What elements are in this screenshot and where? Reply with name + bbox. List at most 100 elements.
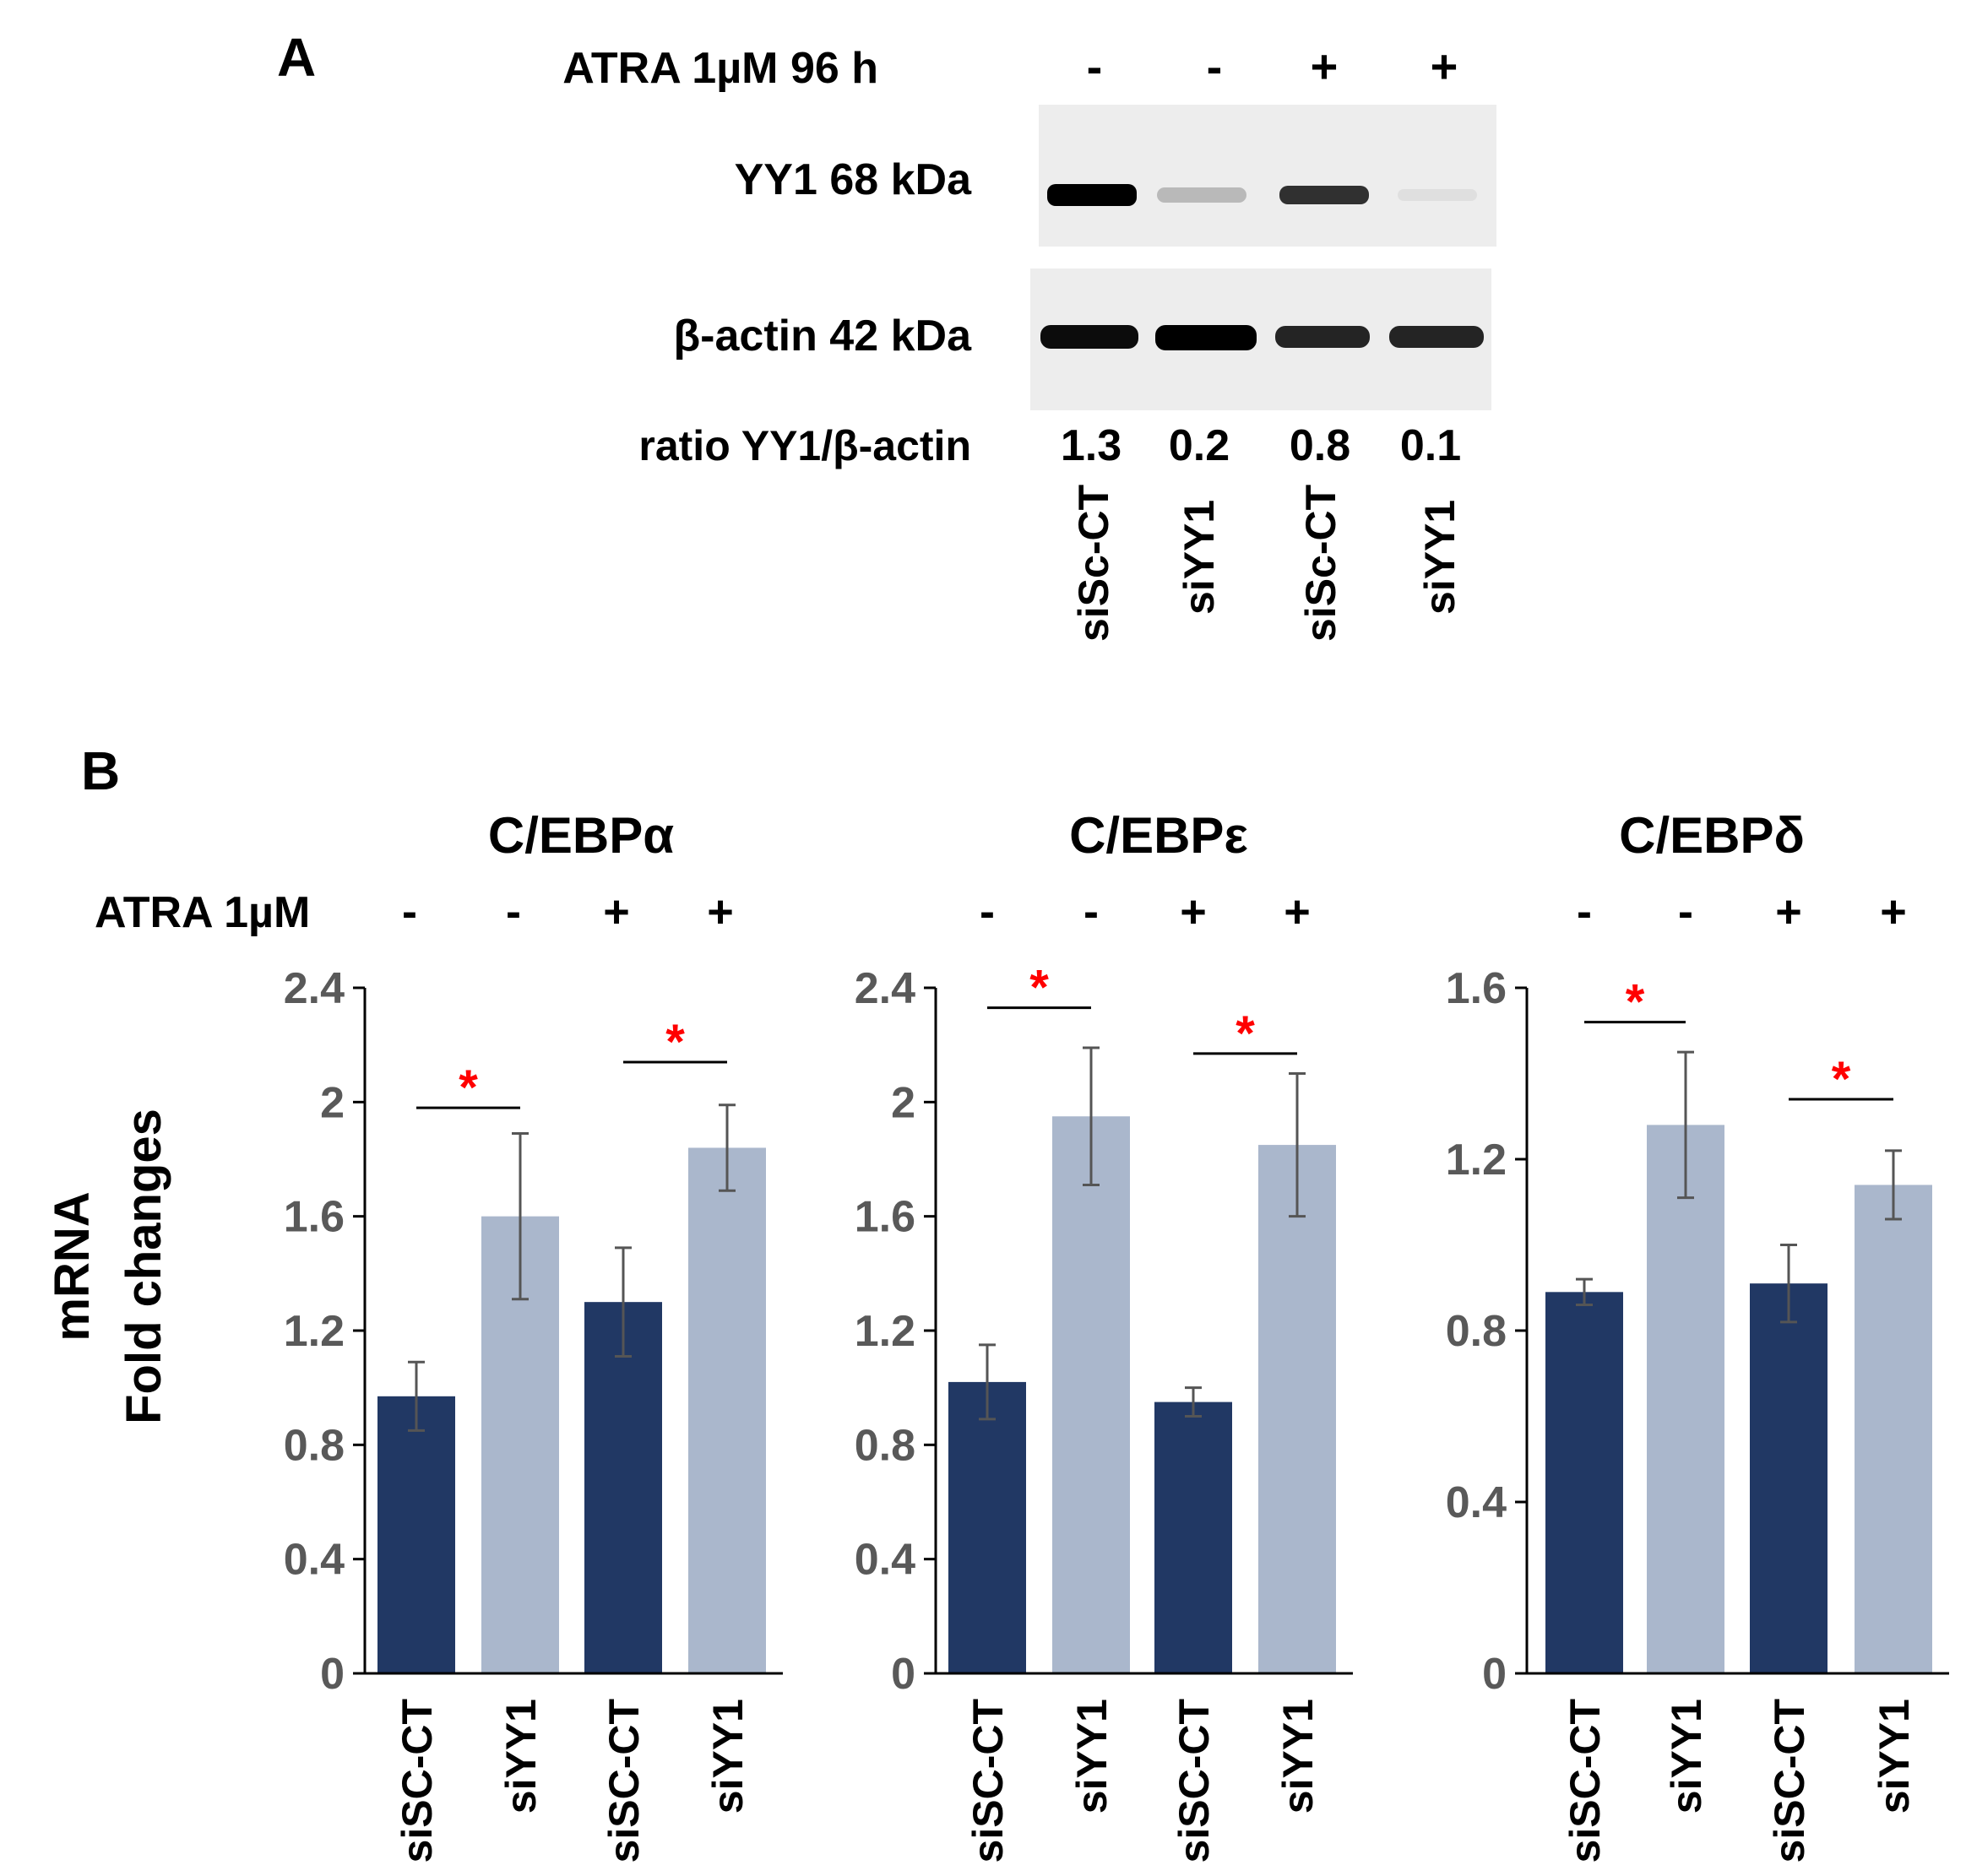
category-label: siSC-CT [1766,1699,1813,1862]
y-tick-label: 2.4 [855,964,915,1013]
chart-title: C/EBPδ [1619,807,1805,864]
category-label: siYY1 [704,1699,752,1814]
y-tick-label: 1.6 [1446,964,1507,1013]
panel-b-label: B [81,740,120,801]
y-tick-label: 0.8 [284,1421,345,1470]
y-axis-label-mrna: mRNA [45,1191,100,1341]
bar [1258,1145,1336,1673]
actin-band-lane-4 [1389,326,1484,348]
y-tick-label: 2 [891,1078,915,1127]
significance-star: * [665,1015,685,1070]
atra-sign: - [506,886,521,937]
atra-sign: - [1678,886,1693,937]
lane-3-label: siSc-CT [1297,485,1344,642]
significance-star: * [1832,1052,1851,1107]
lane-2-label: siYY1 [1176,500,1223,615]
ratio-lane-2: 0.2 [1169,421,1230,470]
bar [948,1381,1026,1673]
atra-sign: + [1180,886,1207,937]
panel-a: A ATRA 1µM 96 h - - + + YY1 68 kDa β-act… [277,27,1496,642]
atra-sign: + [603,886,630,937]
lane-1-label: siSc-CT [1070,485,1117,642]
atra-sign: - [1083,886,1099,937]
atra-sign: + [1284,886,1311,937]
category-label: siYY1 [1663,1699,1710,1814]
significance-star: * [1029,961,1049,1016]
y-tick-label: 0.4 [284,1536,345,1585]
y-tick-label: 0.8 [1446,1307,1507,1356]
ratio-lane-3: 0.8 [1290,421,1350,470]
lane-4-label: siYY1 [1416,500,1464,615]
y-tick-label: 1.2 [1446,1136,1507,1185]
y-tick-label: 0 [891,1650,915,1699]
lane-4-atra-sign: + [1431,40,1458,93]
yy1-blot [1039,105,1496,247]
atra-sign: + [707,886,734,937]
y-tick-label: 2.4 [284,964,345,1013]
y-tick-label: 1.6 [284,1193,345,1242]
y-tick-label: 1.2 [284,1307,345,1356]
significance-star: * [1626,975,1645,1030]
chart-title: C/EBPε [1069,807,1248,864]
bar [1154,1402,1232,1673]
ratio-label: ratio YY1/β-actin [638,422,971,469]
ratio-lane-1: 1.3 [1061,421,1121,470]
actin-band-label: β-actin 42 kDa [673,312,972,361]
actin-band-lane-3 [1275,326,1370,348]
category-label: siYY1 [1871,1699,1918,1814]
y-tick-label: 0.4 [1446,1478,1507,1527]
bar [1750,1283,1828,1673]
chart-title: C/EBPα [488,807,674,864]
lane-2-atra-sign: - [1207,40,1223,93]
atra-sign: - [402,886,417,937]
ratio-lane-4: 0.1 [1400,421,1461,470]
category-label: siSC-CT [964,1699,1012,1862]
atra-96h-label: ATRA 1µM 96 h [562,44,878,93]
bar [1052,1116,1130,1673]
yy1-band-lane-4 [1398,189,1477,201]
category-label: siYY1 [497,1699,545,1814]
significance-star: * [1236,1006,1255,1061]
bar [1855,1185,1932,1673]
atra-sign: - [1577,886,1592,937]
category-label: siYY1 [1068,1699,1116,1814]
yy1-band-lane-3 [1279,186,1369,204]
actin-band-lane-1 [1040,325,1138,349]
y-tick-label: 1.6 [855,1193,915,1242]
yy1-band-lane-1 [1047,184,1137,206]
y-tick-label: 0 [320,1650,345,1699]
bar [1545,1292,1623,1673]
yy1-band-lane-2 [1157,187,1246,203]
atra-label: ATRA 1µM [95,888,310,937]
category-label: siSC-CT [1561,1699,1609,1862]
bar [1647,1125,1724,1673]
y-tick-label: 0.4 [855,1536,915,1585]
significance-star: * [459,1060,478,1115]
chart-1: C/EBPα - - + +0 0.4 0.8 1.2 1.6 2 2.4 * * siSC-CT siYY… [284,807,783,1862]
chart-3: C/EBPδ- - + +00.40.81.21.6 **siSC-CT siYY1 siS… [1446,807,1949,1862]
category-label: siSC-CT [600,1699,648,1862]
bar-charts: C/EBPα - - + +0 0.4 0.8 1.2 1.6 2 2.4 * * siSC-CT siYY… [284,807,1949,1862]
y-tick-label: 2 [320,1078,345,1127]
y-tick-label: 0 [1482,1650,1507,1699]
yy1-band-label: YY1 68 kDa [735,155,972,204]
lane-3-atra-sign: + [1311,40,1339,93]
category-label: siSC-CT [394,1699,441,1862]
category-label: siYY1 [1274,1699,1322,1814]
y-tick-label: 0.8 [855,1421,915,1470]
y-axis-label-fold-changes: Fold changes [117,1109,171,1424]
atra-sign: - [980,886,995,937]
atra-sign: + [1775,886,1802,937]
y-tick-label: 1.2 [855,1307,915,1356]
lane-1-atra-sign: - [1087,40,1103,93]
atra-sign: + [1880,886,1907,937]
bar [377,1396,455,1673]
category-label: siSC-CT [1170,1699,1218,1862]
actin-band-lane-2 [1155,325,1257,350]
bar [688,1147,766,1673]
chart-2: C/EBPε - - + +0 0.4 0.8 1.2 1.6 2 2.4 * * siSC-CT siYY… [855,807,1353,1862]
panel-b: B ATRA 1µM mRNA Fold changes [45,740,310,1424]
panel-a-label: A [277,27,316,88]
bar [584,1302,662,1673]
